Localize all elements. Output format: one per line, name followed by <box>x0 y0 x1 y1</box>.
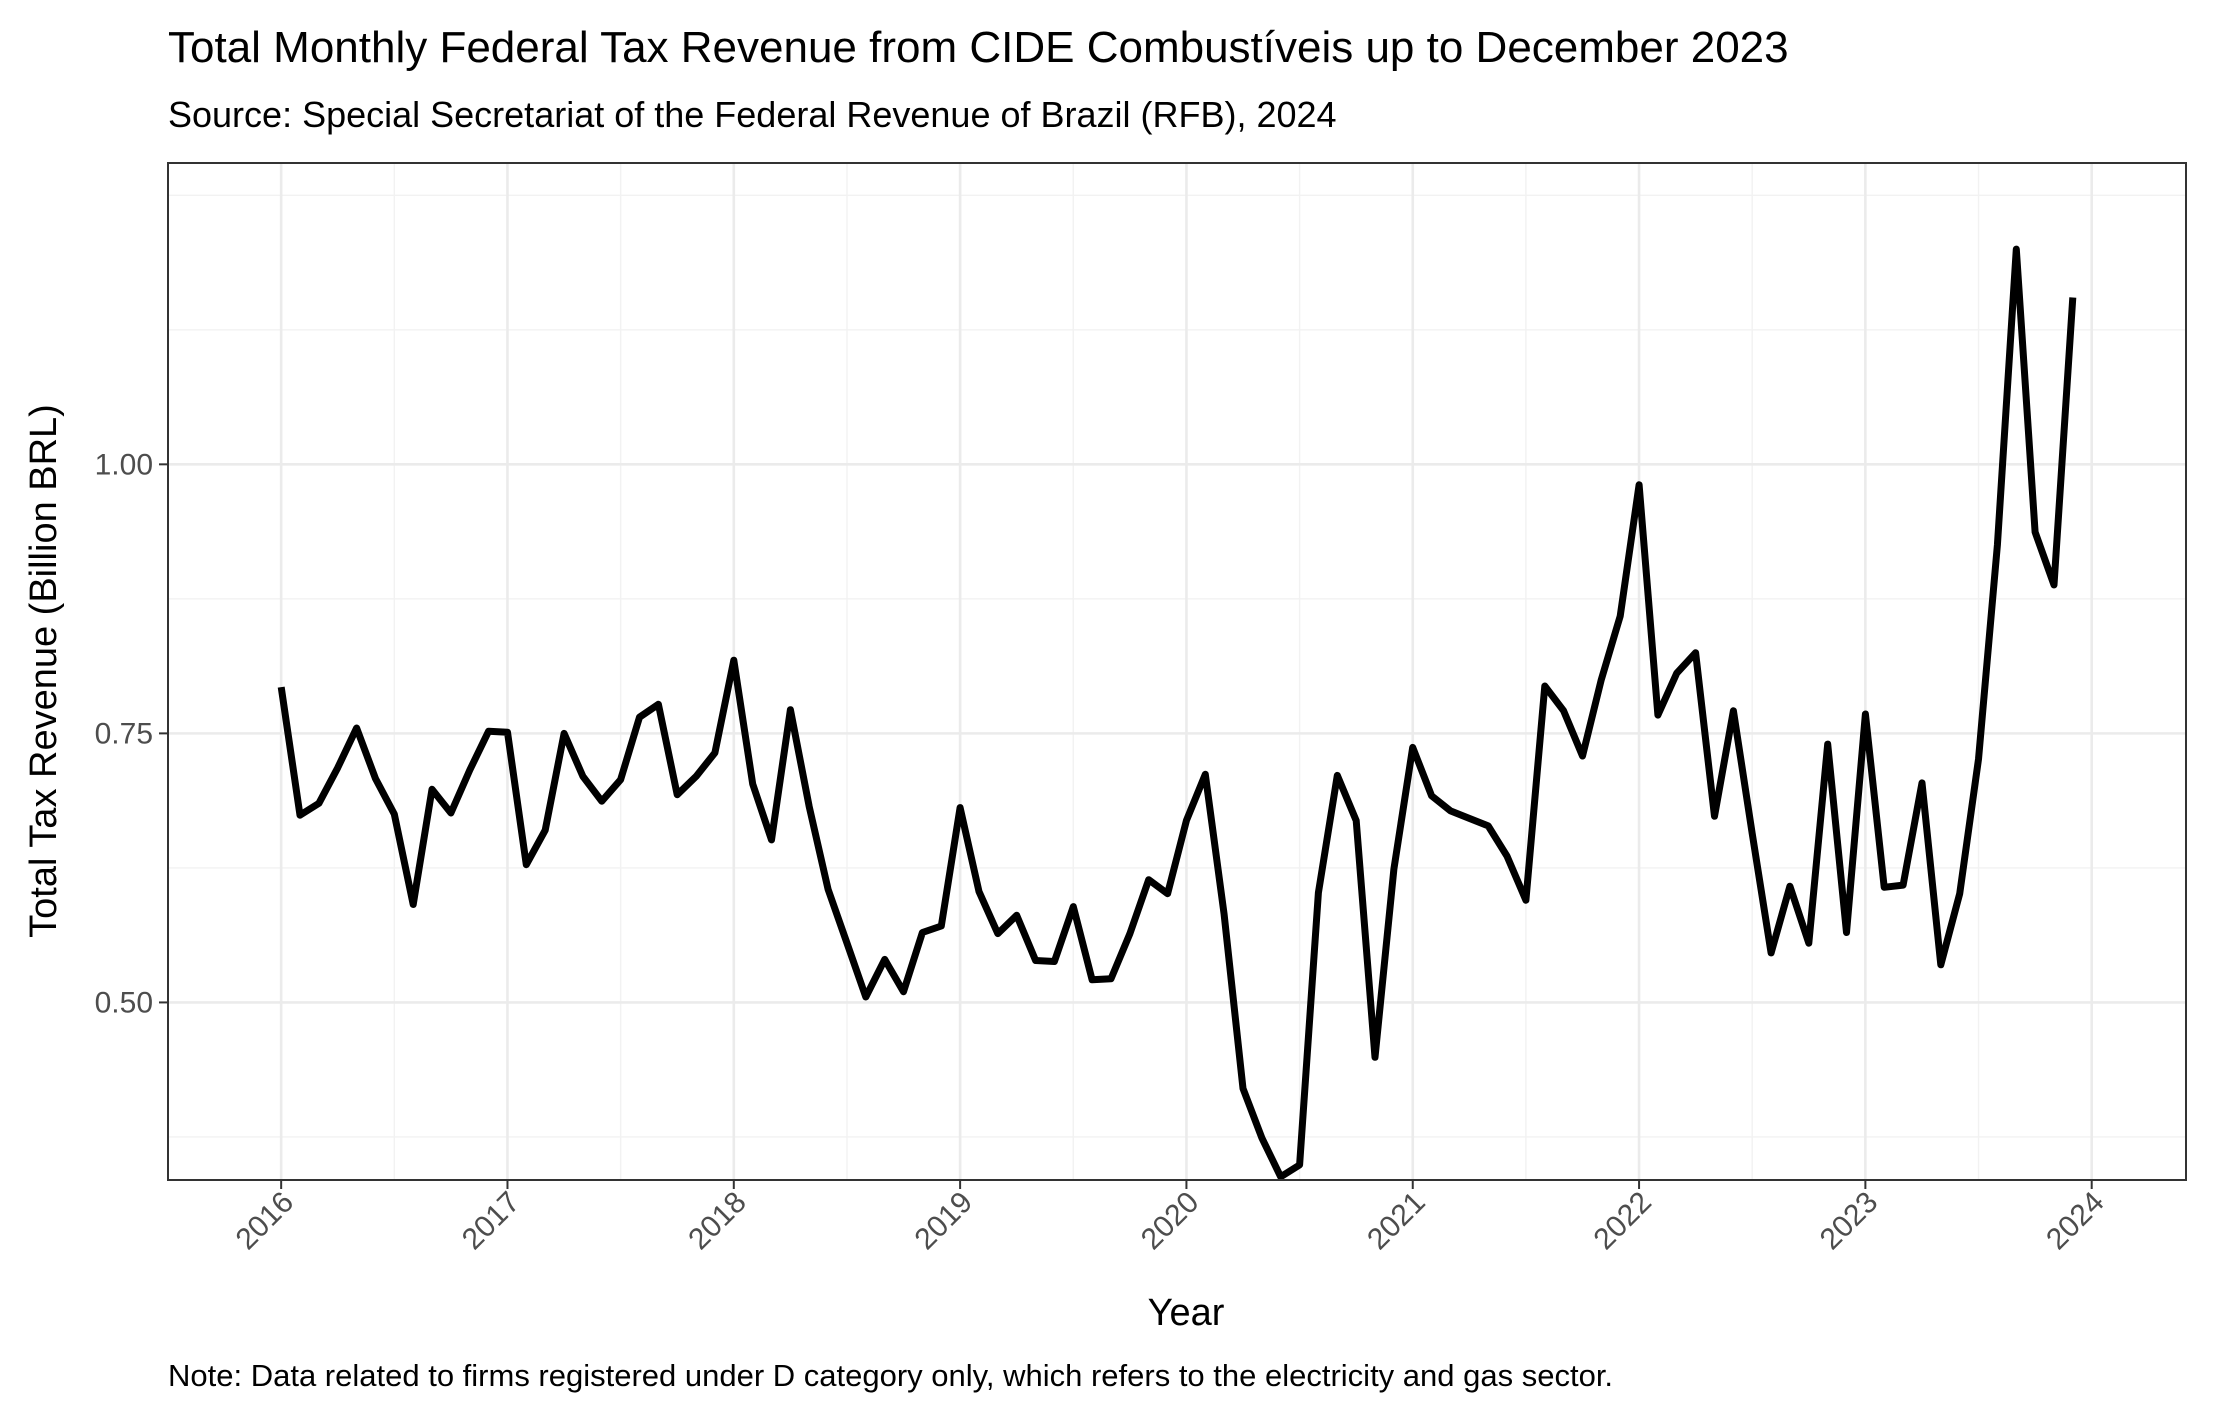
revenue-series-line <box>277 245 2077 1181</box>
chart-subtitle: Source: Special Secretariat of the Feder… <box>168 94 1337 135</box>
x-tick-label: 2018 <box>682 1186 753 1257</box>
y-tick-label: 1.00 <box>95 448 153 481</box>
x-tick-label: 2024 <box>2040 1186 2111 1257</box>
chart-title: Total Monthly Federal Tax Revenue from C… <box>168 23 1789 72</box>
y-axis-title: Total Tax Revenue (Billion BRL) <box>23 404 65 938</box>
x-tick-label: 2016 <box>230 1186 301 1257</box>
y-tick-label: 0.50 <box>95 986 153 1019</box>
x-tick-label: 2023 <box>1814 1186 1885 1257</box>
minor-gridlines <box>168 163 2186 1180</box>
panel-border <box>167 162 2187 1181</box>
x-axis: 2016 2017 2018 2019 2020 2021 2022 2023 2024 <box>230 1180 2111 1256</box>
x-axis-title: Year <box>1148 1292 1225 1334</box>
y-tick-label: 0.75 <box>95 717 153 750</box>
x-tick-label: 2021 <box>1361 1186 1432 1257</box>
major-gridlines <box>168 163 2186 1180</box>
x-tick-label: 2020 <box>1135 1186 1206 1257</box>
x-tick-label: 2017 <box>456 1186 527 1257</box>
y-axis: 0.50 0.75 1.00 <box>95 448 168 1019</box>
x-tick-label: 2022 <box>1587 1186 1658 1257</box>
chart-caption: Note: Data related to firms registered u… <box>168 1358 1613 1393</box>
x-tick-label: 2019 <box>909 1186 980 1257</box>
plot-panel <box>167 162 2187 1181</box>
